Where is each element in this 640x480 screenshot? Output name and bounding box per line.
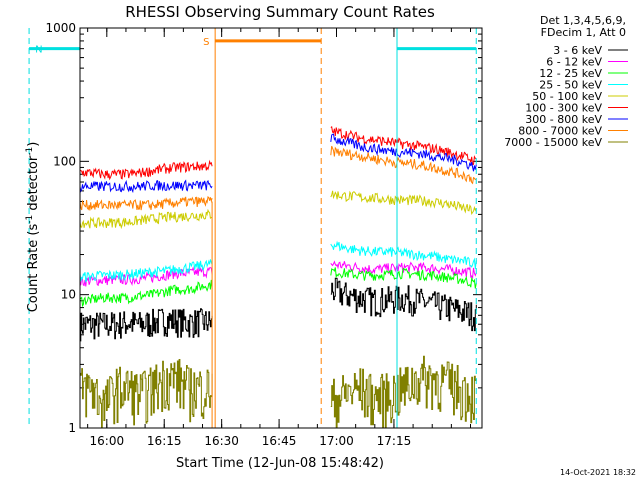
legend-header-line: FDecim 1, Att 0 [541, 26, 626, 39]
y-tick-label: 100 [53, 154, 76, 168]
series-line-after-gap [330, 355, 477, 429]
x-tick-label: 16:00 [90, 434, 125, 448]
series-line-before-gap [80, 308, 213, 342]
legend-label: 3 - 6 keV [553, 44, 602, 57]
y-tick-label: 1000 [45, 21, 76, 35]
y-axis-label-sup2: -1 [25, 147, 35, 156]
series-line-before-gap [79, 179, 213, 194]
series-line-before-gap [80, 159, 213, 181]
plot-border [79, 27, 483, 429]
legend: Det 1,3,4,5,6,9,FDecim 1, Att 0 3 - 6 keV… [504, 14, 628, 149]
series-line-after-gap [330, 190, 477, 215]
series-3-6keV [80, 277, 477, 342]
series-line-before-gap [79, 259, 213, 284]
series-25-50keV [79, 240, 477, 284]
legend-label: 800 - 7000 keV [518, 125, 602, 138]
series-line-after-gap [330, 240, 477, 269]
series-300-800keV [79, 133, 477, 194]
series-800-7000keV [79, 145, 477, 211]
series-line-after-gap [330, 126, 477, 166]
series-line-before-gap [79, 266, 213, 287]
date-stamp: 14-Oct-2021 18:32 [560, 468, 636, 477]
x-axis-label: Start Time (12-Jun-08 15:48:42) [176, 456, 384, 471]
legend-label: 7000 - 15000 keV [504, 136, 602, 149]
series-line-after-gap [330, 133, 477, 172]
x-tick-label: 16:30 [204, 434, 239, 448]
marker-label: S [203, 37, 209, 48]
legend-label: 25 - 50 keV [539, 79, 602, 92]
series-line-after-gap [330, 260, 477, 280]
legend-label: 100 - 300 keV [525, 102, 602, 115]
series-12-25keV [79, 267, 477, 308]
series-line-before-gap [80, 359, 213, 429]
series-layer [79, 126, 477, 429]
legend-header-line: Det 1,3,4,5,6,9, [540, 14, 626, 27]
series-line-before-gap [79, 279, 213, 308]
series-line-before-gap [79, 196, 213, 211]
x-tick-label: 17:00 [319, 434, 354, 448]
series-line-before-gap [79, 208, 213, 230]
y-axis-label-unit: detector [26, 155, 41, 215]
marker-label: N [35, 45, 42, 56]
axes: 1 10 100 1000 16:00 16:15 16:30 16:45 17:00 17:15 [45, 21, 482, 448]
plot-frame [79, 27, 483, 429]
series-line-after-gap [330, 267, 477, 289]
marker-S: S [203, 28, 322, 428]
legend-label: 6 - 12 keV [546, 56, 602, 69]
legend-label: 50 - 100 keV [532, 90, 602, 103]
y-tick-label: 10 [61, 288, 76, 302]
series-line-after-gap [330, 277, 477, 332]
y-tick-label: 1 [68, 421, 76, 435]
series-6-12keV [79, 260, 477, 287]
series-100-300keV [80, 126, 477, 181]
x-tick-label: 17:15 [377, 434, 412, 448]
y-axis-label-main: Count Rate (s [26, 224, 41, 313]
series-line-after-gap [330, 145, 477, 185]
chart-title: RHESSI Observing Summary Count Rates [125, 3, 435, 21]
y-axis-label-tail: ) [26, 142, 41, 147]
series-50-100keV [79, 190, 477, 230]
y-axis-label: Count Rate (s-1 detector-1) [25, 142, 41, 313]
x-tick-label: 16:45 [262, 434, 297, 448]
legend-label: 12 - 25 keV [539, 67, 602, 80]
series-7000-15000keV [80, 355, 477, 429]
marker-night [396, 28, 477, 428]
marker-layer: NS [28, 28, 477, 428]
x-tick-label: 16:15 [147, 434, 182, 448]
y-axis-label-sup: -1 [25, 215, 35, 224]
legend-label: 300 - 800 keV [525, 113, 602, 126]
